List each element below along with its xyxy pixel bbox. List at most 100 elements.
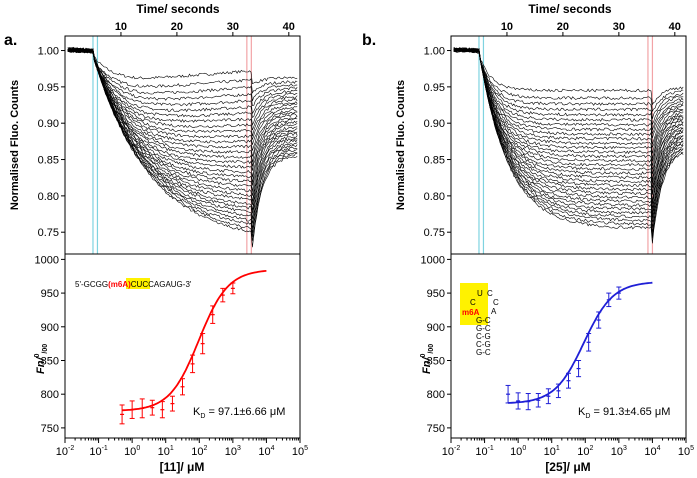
panel-b-traces-ylabel: Normalised Fluo. Counts bbox=[395, 80, 407, 210]
a-top-ytick-label-0.85: 0.85 bbox=[38, 155, 59, 167]
a-trace-9 bbox=[67, 49, 298, 137]
b-bot-xtick-exp-7: 5 bbox=[690, 445, 694, 452]
panel-a-kd-symbol: K bbox=[193, 406, 201, 418]
b-trace-29 bbox=[453, 47, 684, 233]
panel-b-hairpin: U C C C A m6A G-C G-C C-G C-G G-C bbox=[460, 283, 499, 357]
panel-b-hairpin-pair-3: C-G bbox=[476, 332, 491, 341]
panel-b-kd-subscript: D bbox=[585, 413, 590, 420]
b-bot-xtick-label-3: 101 bbox=[544, 445, 560, 458]
panel-b-binding-xlabel: [25]/ μM bbox=[545, 460, 590, 474]
b-trace-3 bbox=[453, 48, 684, 119]
a-trace-27 bbox=[67, 49, 298, 224]
b-bot-xtick-label-7: 105 bbox=[678, 445, 694, 458]
a-bot-ytick-label-900: 900 bbox=[41, 322, 59, 334]
a-bot-xtick-label-4: 102 bbox=[191, 445, 207, 458]
b-bot-xtick-label-0: 10-2 bbox=[442, 445, 461, 458]
panel-b-ylabel-sub: /00 bbox=[428, 344, 435, 354]
b-bot-xtick-base-0: 10 bbox=[442, 446, 454, 458]
panel-b-binding-frame bbox=[450, 253, 687, 439]
b-trace-4 bbox=[453, 49, 684, 126]
b-bot-xtick-exp-6: 4 bbox=[657, 445, 661, 452]
a-trace-12 bbox=[67, 48, 298, 151]
a-trace-23 bbox=[67, 48, 298, 205]
b-trace-18 bbox=[453, 47, 684, 189]
panel-a-traces-chart: Time/ seconds 10 20 30 40 1.00 0.95 0.90 0.85 0… bbox=[9, 2, 301, 255]
a-trace-10 bbox=[67, 48, 298, 140]
panel-a-fit-curve bbox=[122, 270, 267, 412]
b-trace-23 bbox=[453, 48, 684, 210]
panel-a: a. Time/ seconds 10 20 30 40 1.000.950.900.… bbox=[4, 2, 308, 474]
b-bot-xtick-label-4: 102 bbox=[577, 445, 593, 458]
a-bot-xtick-exp-0: -2 bbox=[68, 445, 74, 452]
b-trace-22 bbox=[453, 48, 684, 205]
a-bot-xtick-base-7: 10 bbox=[292, 446, 304, 458]
panel-b-hairpin-u: U bbox=[477, 289, 483, 298]
b-bot-xtick-label-1: 10-1 bbox=[475, 445, 494, 458]
a-bot-xtick-label-7: 105 bbox=[292, 445, 308, 458]
a-top-ytick-label-0.95: 0.95 bbox=[38, 82, 59, 94]
b-trace-20 bbox=[453, 47, 684, 195]
b-bot-xtick-exp-2: 0 bbox=[522, 445, 526, 452]
a-bot-xtick-exp-4: 2 bbox=[203, 445, 207, 452]
panel-b-hairpin-a: A bbox=[491, 307, 497, 316]
b-bot-xtick-exp-5: 3 bbox=[623, 445, 627, 452]
a-top-xtick-label-40: 40 bbox=[283, 21, 295, 33]
a-bot-xtick-label-3: 101 bbox=[158, 445, 174, 458]
b-bot-ytick-label-800: 800 bbox=[427, 389, 445, 401]
a-bot-xtick-label-5: 103 bbox=[225, 445, 241, 458]
panel-a-ylabel-main: Fn/ bbox=[35, 356, 47, 374]
b-top-xtick-label-30: 30 bbox=[613, 21, 625, 33]
panel-a-traces-ylabel: Normalised Fluo. Counts bbox=[9, 80, 21, 210]
panel-a-sequence-cu: CU bbox=[131, 280, 143, 289]
a-bot-ytick-label-750: 750 bbox=[41, 423, 59, 435]
a-bot-xtick-exp-6: 4 bbox=[271, 445, 275, 452]
panel-b: b. Time/ seconds 10 20 30 40 1.000.950.900.… bbox=[362, 2, 694, 474]
b-trace-13 bbox=[453, 47, 684, 166]
a-bot-xtick-exp-1: -1 bbox=[102, 445, 108, 452]
a-bot-xtick-base-4: 10 bbox=[191, 446, 203, 458]
b-trace-1 bbox=[453, 48, 684, 106]
panel-label-a: a. bbox=[4, 32, 17, 49]
panel-b-hairpin-pair-2: G-C bbox=[476, 324, 491, 333]
b-bot-ytick-label-750: 750 bbox=[427, 423, 445, 435]
panel-a-kd-subscript: D bbox=[200, 413, 205, 420]
b-top-xtick-label-10: 10 bbox=[501, 21, 513, 33]
b-bot-ytick-label-1000: 1000 bbox=[421, 254, 445, 266]
b-bot-xtick-label-5: 103 bbox=[611, 445, 627, 458]
b-trace-19 bbox=[453, 48, 684, 194]
a-bot-xtick-label-0: 10-2 bbox=[56, 445, 75, 458]
b-top-ytick-label-0.85: 0.85 bbox=[424, 155, 445, 167]
panel-a-binding-ylabel: Fn/0/00 bbox=[34, 344, 49, 374]
a-bot-xtick-base-1: 10 bbox=[89, 446, 101, 458]
a-trace-31 bbox=[67, 49, 298, 242]
a-bot-xtick-base-3: 10 bbox=[158, 446, 170, 458]
panel-label-b: b. bbox=[362, 32, 376, 49]
a-top-ytick-label-0.80: 0.80 bbox=[38, 191, 59, 203]
a-trace-2 bbox=[67, 49, 298, 94]
b-trace-11 bbox=[453, 49, 684, 159]
b-bot-xtick-base-6: 10 bbox=[644, 446, 656, 458]
a-bot-ytick-label-850: 850 bbox=[41, 355, 59, 367]
a-bot-ytick-label-1000: 1000 bbox=[35, 254, 59, 266]
b-trace-7 bbox=[453, 47, 684, 139]
a-top-ytick-label-0.75: 0.75 bbox=[38, 227, 59, 239]
a-trace-5 bbox=[67, 47, 298, 115]
b-top-ytick-label-0.95: 0.95 bbox=[424, 82, 445, 94]
panel-a-sequence-m6a: (m6A) bbox=[108, 280, 131, 289]
b-bot-ytick-label-850: 850 bbox=[427, 355, 445, 367]
panel-b-binding-chart: 10-2 10-1 100 101 102 103 104 105 1000950900850… bbox=[420, 253, 694, 474]
b-top-ytick-label-0.90: 0.90 bbox=[424, 118, 445, 130]
b-top-ytick-label-0.80: 0.80 bbox=[424, 191, 445, 203]
panel-a-sequence: 5'-GCGG(m6A)CUCCAGAUG-3' bbox=[75, 280, 192, 289]
a-trace-30 bbox=[67, 48, 298, 238]
panel-b-binding-ylabel: Fn/0/00 bbox=[420, 344, 435, 374]
panel-b-ylabel-main: Fn/ bbox=[421, 356, 433, 374]
a-bot-ytick-label-950: 950 bbox=[41, 288, 59, 300]
panel-b-hairpin-pair-1: G-C bbox=[476, 316, 491, 325]
b-bot-xtick-exp-1: -1 bbox=[488, 445, 494, 452]
panel-b-hairpin-c3: C bbox=[493, 298, 499, 307]
panel-b-ylabel-sup: 0 bbox=[420, 354, 427, 358]
panel-a-sequence-gg: GG bbox=[96, 280, 108, 289]
a-trace-3 bbox=[67, 49, 298, 102]
